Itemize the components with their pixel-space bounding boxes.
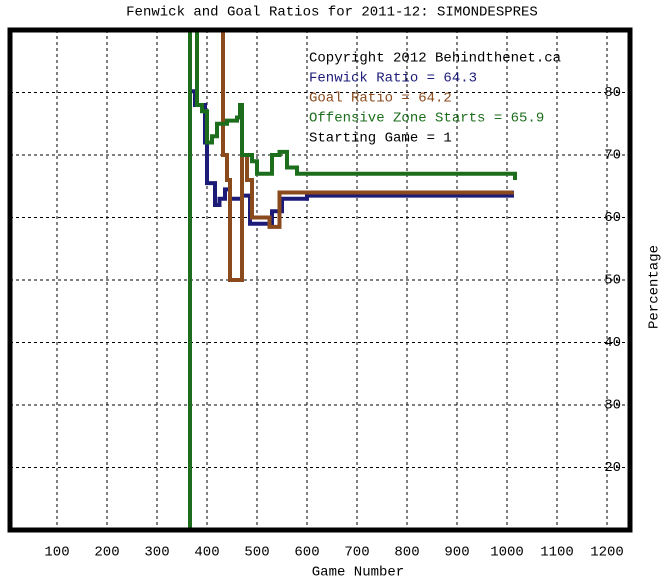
x-tick-label: 900 [444,545,469,561]
x-tick-label: 300 [144,545,169,561]
y-tick-label: 20 [604,460,621,476]
y-axis-label: Percentage [647,245,663,329]
x-tick-label: 200 [94,545,119,561]
y-tick-label: 40 [604,335,621,351]
x-tick-label: 1200 [590,545,624,561]
y-tick-label: 30 [604,398,621,414]
legend-entry: Offensive Zone Starts = 65.9 [309,111,544,127]
x-tick-label: 700 [344,545,369,561]
chart-title: Fenwick and Goal Ratios for 2011-12: SIM… [126,5,538,21]
x-tick-label: 600 [294,545,319,561]
series-line [188,30,517,530]
x-tick-label: 100 [44,545,69,561]
x-axis-label: Game Number [312,565,404,580]
legend-entry: Fenwick Ratio = 64.3 [309,71,477,87]
y-tick-label: 60 [604,210,621,226]
y-tick-label: 70 [604,148,621,164]
legend-entry: Goal Ratio = 64.2 [309,91,452,107]
plot-border [7,27,633,533]
x-tick-label: 1100 [540,545,574,561]
y-tick-label: 50 [604,273,621,289]
annotation: Copyright 2012 Behindthenet.ca [309,51,561,67]
labels: 100 200 300 400 500 600 700 800 900 1000 1100 1200 2… [44,51,623,561]
x-tick-label: 1000 [490,545,524,561]
x-tick-label: 500 [244,545,269,561]
y-tick-label: 80 [604,85,621,101]
annotation: Starting Game = 1 [309,131,452,147]
x-tick-label: 800 [394,545,419,561]
grid [10,30,630,530]
x-tick-label: 400 [194,545,219,561]
plot-lines [188,30,517,530]
